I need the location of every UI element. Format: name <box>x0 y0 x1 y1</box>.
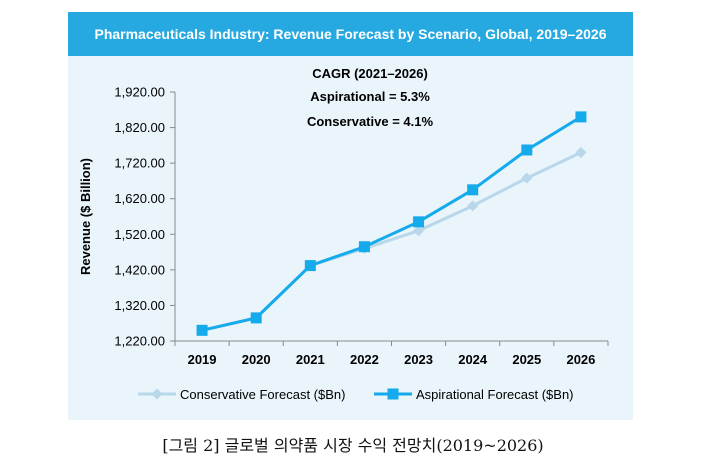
chart-figure: Pharmaceuticals Industry: Revenue Foreca… <box>68 12 633 420</box>
chart-title: Pharmaceuticals Industry: Revenue Foreca… <box>68 12 633 56</box>
data-point-aspirational <box>413 216 425 228</box>
data-point-conservative <box>413 225 425 237</box>
x-tick-label: 2025 <box>512 352 541 367</box>
x-tick-label: 2026 <box>566 352 595 367</box>
chart-plot: 1,220.00 1,320.00 1,420.00 1,520.00 1,620.00… <box>78 66 609 402</box>
y-tick-label: 1,920.00 <box>114 85 165 100</box>
legend-label-aspirational: Aspirational Forecast ($Bn) <box>416 387 574 402</box>
data-point-conservative <box>521 172 533 184</box>
x-tick-label: 2022 <box>350 352 379 367</box>
data-point-aspirational <box>196 324 208 336</box>
data-point-aspirational <box>304 260 316 272</box>
x-tick-label: 2023 <box>404 352 433 367</box>
x-tick-label: 2021 <box>296 352 325 367</box>
cagr-annotation-aspirational: Aspirational = 5.3% <box>310 89 430 104</box>
x-tick-label: 2019 <box>188 352 217 367</box>
y-tick-label: 1,620.00 <box>114 191 165 206</box>
x-tick-label: 2020 <box>242 352 271 367</box>
cagr-annotation-conservative: Conservative = 4.1% <box>307 114 434 129</box>
data-point-aspirational <box>467 184 479 196</box>
data-point-conservative <box>575 146 587 158</box>
figure-caption: [그림 2] 글로벌 의약품 시장 수익 전망치(2019~2026) <box>162 436 544 455</box>
y-tick-label: 1,820.00 <box>114 120 165 135</box>
series-line-aspirational <box>201 115 582 332</box>
y-tick-label: 1,220.00 <box>114 334 165 349</box>
y-tick-label: 1,420.00 <box>114 262 165 277</box>
cagr-annotation-title: CAGR (2021–2026) <box>312 66 428 81</box>
x-tick-label: 2024 <box>458 352 488 367</box>
legend-marker-conservative <box>151 388 163 400</box>
y-tick-label: 1,520.00 <box>114 227 165 242</box>
data-point-aspirational <box>358 241 370 253</box>
legend-marker-aspirational <box>387 388 399 400</box>
y-tick-label: 1,320.00 <box>114 298 165 313</box>
y-axis-title: Revenue ($ Billion) <box>78 158 93 275</box>
legend-label-conservative: Conservative Forecast ($Bn) <box>180 387 345 402</box>
y-tick-label: 1,720.00 <box>114 156 165 171</box>
data-point-aspirational <box>250 312 262 324</box>
data-point-conservative <box>467 200 479 212</box>
data-point-aspirational <box>575 111 587 123</box>
data-point-aspirational <box>521 144 533 156</box>
